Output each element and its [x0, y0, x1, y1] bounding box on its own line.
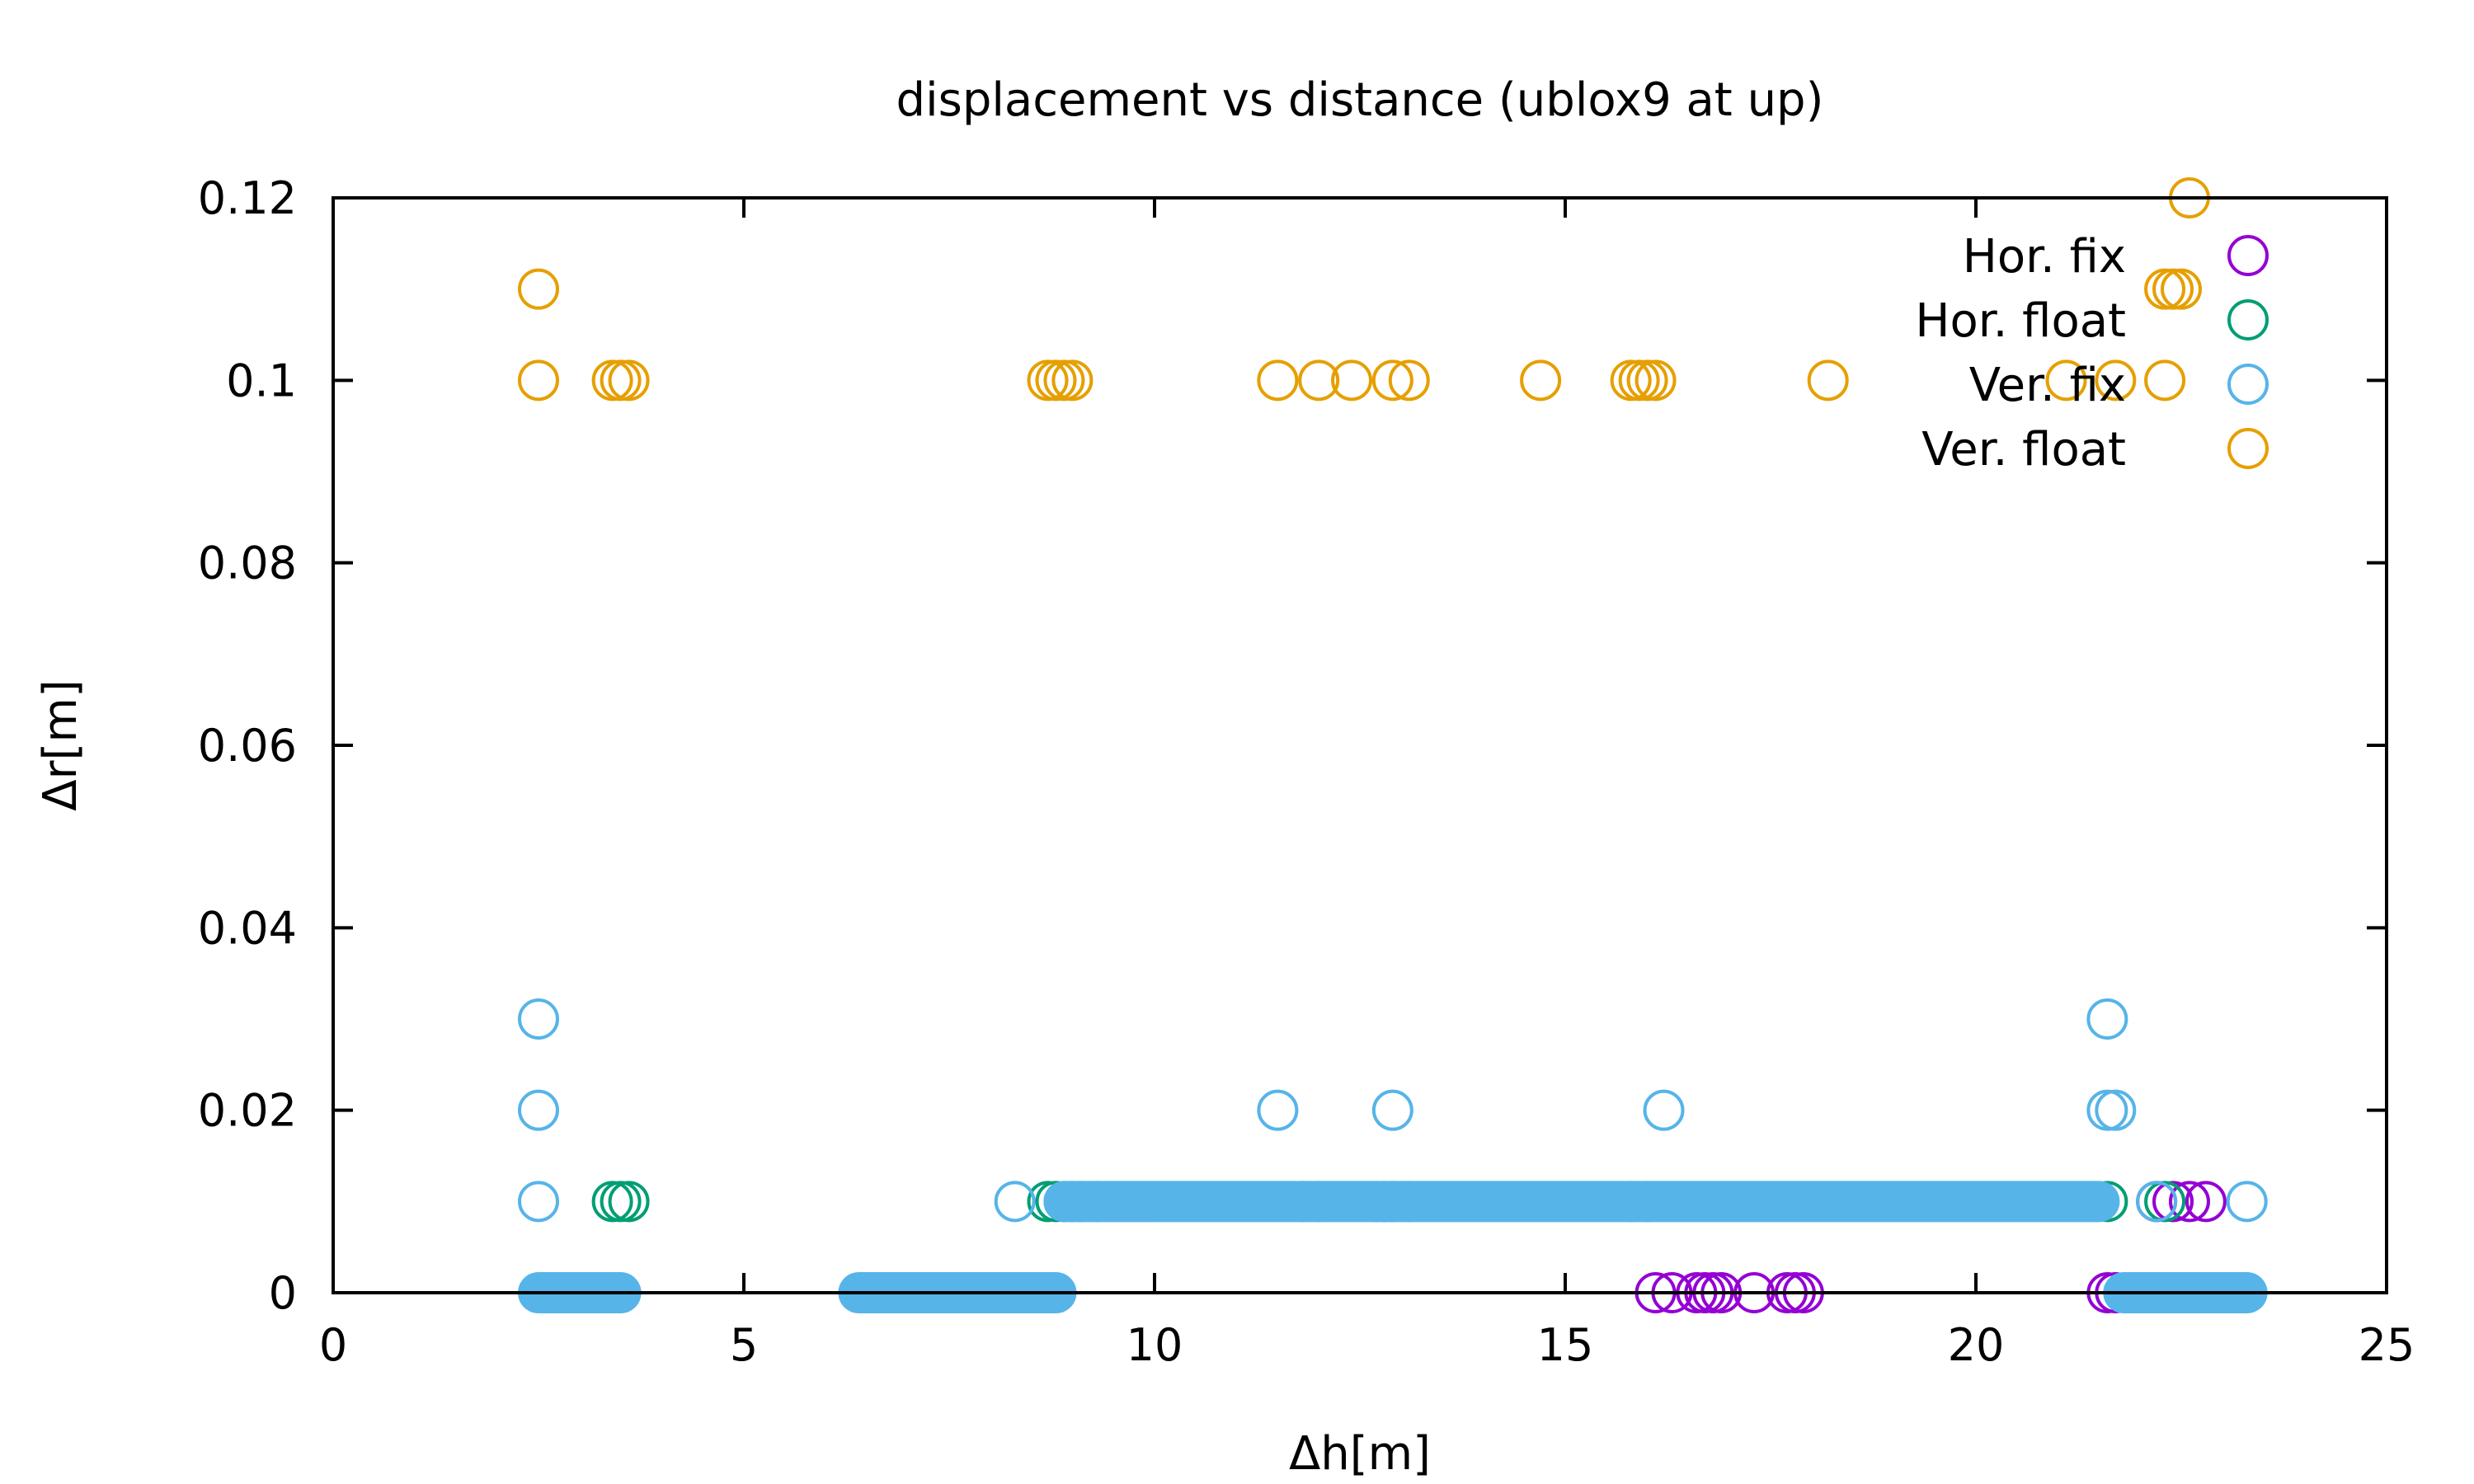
data-point	[518, 268, 559, 310]
y-tick-label: 0.06	[198, 720, 297, 772]
x-axis: 0 5 10 15 20 25	[319, 198, 2415, 1371]
legend-label: Ver. float	[1921, 423, 2126, 477]
data-point	[2161, 268, 2202, 310]
x-tick-label: 0	[319, 1319, 347, 1371]
y-axis: 0 0.02 0.04 0.06 0.08 0.1 0.12	[198, 172, 2387, 1319]
data-point	[2045, 359, 2087, 402]
data-point	[1634, 359, 1677, 402]
plot-area	[518, 177, 2268, 1313]
data-point	[1027, 359, 1069, 402]
data-point	[2168, 1181, 2210, 1223]
data-point	[1807, 359, 1849, 402]
data-point	[2144, 1181, 2186, 1223]
data-point	[1298, 359, 1340, 402]
data-point	[608, 359, 650, 402]
legend-label: Hor. float	[1915, 294, 2126, 348]
data-point	[1331, 359, 1373, 402]
legend-label: Ver. fix	[1969, 359, 2126, 412]
data-point	[591, 359, 633, 402]
legend-marker	[2227, 235, 2269, 276]
data-point	[994, 1181, 1036, 1223]
x-tick-label: 15	[1537, 1319, 1594, 1371]
legend: Hor. fix Hor. float Ver. fix Ver. float	[1915, 230, 2269, 477]
data-point	[1051, 359, 1094, 402]
data-point	[1643, 1089, 1685, 1131]
x-tick-label: 20	[1948, 1319, 2005, 1371]
data-point	[1610, 359, 1652, 402]
data-point	[1520, 359, 1562, 402]
data-point	[608, 1181, 650, 1223]
data-point	[1257, 1089, 1299, 1131]
data-point	[2185, 1181, 2227, 1223]
data-point	[518, 998, 559, 1040]
data-point	[591, 1181, 633, 1223]
x-tick-label: 10	[1126, 1319, 1183, 1371]
legend-marker	[2227, 364, 2269, 405]
x-axis-title: Δh[m]	[1289, 1427, 1431, 1481]
data-point	[1035, 359, 1077, 402]
x-tick-label: 25	[2359, 1319, 2415, 1371]
y-tick-label: 0.1	[226, 355, 297, 406]
data-point	[2136, 1181, 2178, 1223]
series-3	[518, 177, 2210, 402]
data-point	[1371, 1089, 1413, 1131]
data-point	[1618, 359, 1660, 402]
x-tick-label: 5	[730, 1319, 758, 1371]
data-point	[1043, 359, 1085, 402]
data-point	[2095, 1089, 2137, 1131]
data-point	[1257, 359, 1299, 402]
legend-marker	[2227, 299, 2269, 340]
data-point	[518, 359, 559, 402]
y-tick-label: 0.08	[198, 538, 297, 589]
data-point	[518, 1089, 559, 1131]
data-point	[518, 1181, 559, 1223]
y-tick-label: 0.04	[198, 902, 297, 954]
y-tick-label: 0	[269, 1267, 297, 1319]
legend-label: Hor. fix	[1963, 230, 2126, 284]
data-point	[2226, 1181, 2268, 1223]
data-point	[1371, 359, 1413, 402]
chart-title: displacement vs distance (ublox9 at up)	[896, 73, 1824, 127]
data-point	[1388, 359, 1430, 402]
data-point-cluster	[1043, 1181, 2120, 1223]
series-2	[518, 998, 2268, 1313]
data-point	[2152, 1181, 2194, 1223]
y-tick-label: 0.02	[198, 1085, 297, 1137]
data-point	[2144, 268, 2186, 310]
data-point	[600, 1181, 642, 1223]
legend-marker	[2227, 428, 2269, 469]
y-tick-label: 0.12	[198, 172, 297, 224]
data-point	[2144, 359, 2186, 402]
data-point	[2086, 1089, 2128, 1131]
data-point	[600, 359, 642, 402]
data-point	[2152, 268, 2194, 310]
data-point	[2095, 359, 2137, 402]
y-axis-title: Δr[m]	[34, 679, 87, 811]
data-point	[2086, 998, 2128, 1040]
data-point	[1626, 359, 1668, 402]
